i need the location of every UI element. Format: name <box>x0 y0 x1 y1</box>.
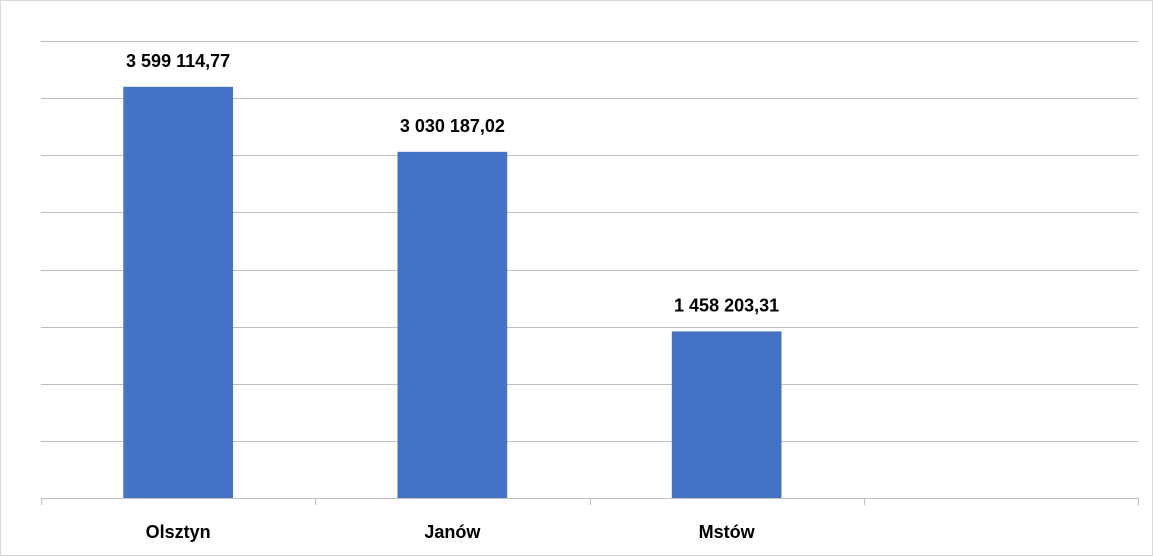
category-label: Janów <box>424 522 481 542</box>
category-label: Mstów <box>699 522 756 542</box>
bar-janów[interactable] <box>397 151 508 499</box>
data-label: 3 599 114,77 <box>126 51 230 71</box>
data-label: 3 030 187,02 <box>400 116 505 136</box>
category-label: Olsztyn <box>146 522 211 542</box>
data-label: 1 458 203,31 <box>674 295 779 315</box>
bar-mstów[interactable] <box>671 331 782 498</box>
bar-olsztyn[interactable] <box>123 86 233 499</box>
